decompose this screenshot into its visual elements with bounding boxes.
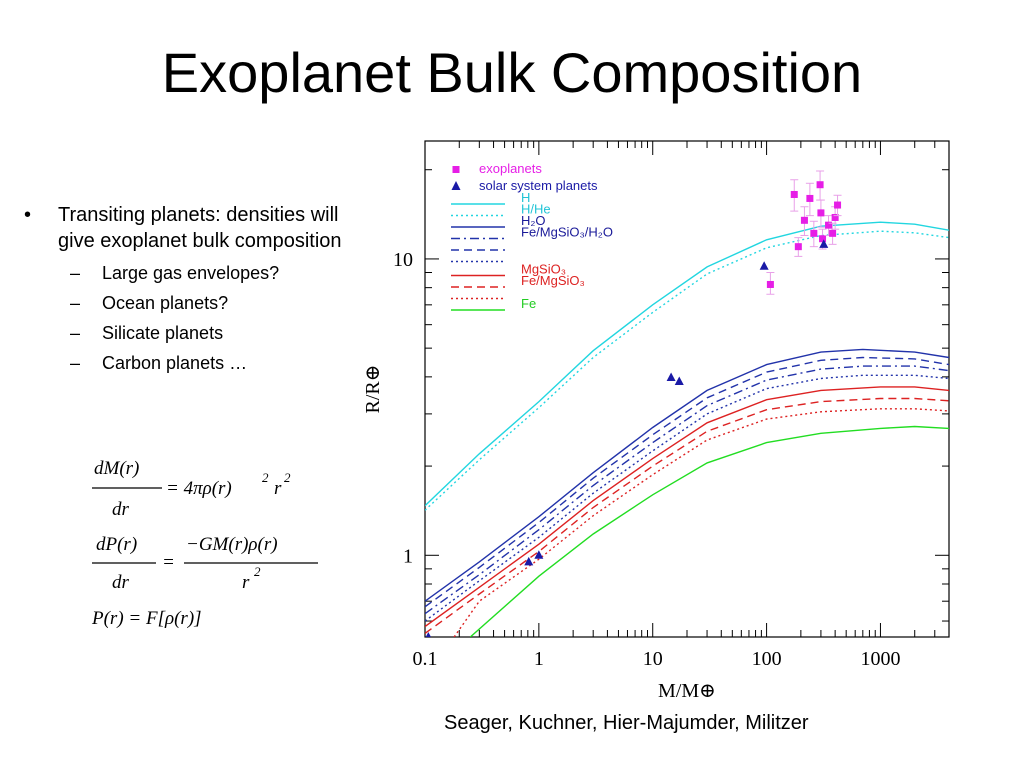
eq1-r: r (274, 478, 282, 499)
exoplanet-point (829, 229, 837, 237)
bullet-item: • Transiting planets: densities will giv… (24, 202, 344, 254)
sub-bullet-text: Ocean planets? (102, 293, 229, 313)
exoplanet-point (825, 221, 833, 229)
legend-label-exoplanets: exoplanets (479, 161, 542, 176)
exoplanet-point (819, 235, 827, 243)
solar-system-planet-point (819, 239, 829, 248)
x-tick-label: 0.1 (413, 648, 438, 670)
bullet-text: Transiting planets: densities will give … (58, 204, 342, 252)
y-tick-label: 10 (393, 249, 413, 271)
exoplanet-point (806, 194, 814, 202)
series-line-2 (425, 230, 949, 511)
solar-system-planet-point (759, 261, 769, 270)
exoplanet-point (810, 229, 818, 237)
eq1-denominator: dr (112, 499, 130, 520)
x-tick-label: 100 (752, 648, 782, 670)
y-tick-label: 1 (403, 545, 413, 567)
eq1-numerator: dM(r) (94, 458, 139, 479)
eq2-rhs-exponent: 2 (254, 564, 261, 579)
bullet-list: • Transiting planets: densities will giv… (24, 202, 344, 378)
sub-bullet-item: – Large gas envelopes? (24, 258, 344, 288)
legend-label-1: H (521, 190, 530, 205)
sub-bullet-text: Carbon planets … (102, 353, 248, 373)
dash-icon: – (70, 353, 81, 373)
eq2-numerator: dP(r) (96, 534, 137, 555)
legend-label-2: H/He (521, 202, 551, 217)
x-tick-label: 1 (534, 648, 544, 670)
sub-bullet-text: Silicate planets (102, 323, 224, 343)
legend-label-3: H₂O (521, 213, 546, 228)
series-line-5 (425, 365, 949, 615)
series-line-9 (453, 408, 949, 637)
solar-system-planet-point (534, 550, 544, 559)
x-tick-label: 10 (643, 648, 663, 670)
sub-bullet-item: – Carbon planets … (24, 348, 344, 378)
eq1-rhs: = 4πρ(r) (166, 478, 232, 499)
exoplanet-point (817, 209, 825, 217)
solar-system-planet-point (674, 376, 684, 385)
slide-title: Exoplanet Bulk Composition (161, 41, 863, 104)
eq1-exponent-r: 2 (284, 470, 291, 485)
citation: Seager, Kuchner, Hier-Majumder, Militzer (444, 712, 809, 734)
exoplanet-point (794, 243, 802, 251)
series-line-1 (425, 221, 949, 507)
series-line-10 (469, 425, 949, 637)
series-line-7 (425, 386, 949, 628)
exoplanet-point (766, 280, 774, 288)
dash-icon: – (70, 323, 81, 343)
series-line-4 (425, 356, 949, 608)
sub-bullet-item: – Silicate planets (24, 318, 344, 348)
legend-marker-triangle (451, 181, 461, 190)
solar-system-planet-point (425, 632, 431, 637)
legend-label-7: MgSiO₃ (521, 262, 566, 277)
legend-label-8: Fe/MgSiO₃ (521, 273, 585, 288)
legend-label-10: Fe (521, 296, 536, 311)
eq2-denominator: dr (112, 572, 130, 593)
exoplanet-point (790, 190, 798, 198)
eq2-equals: = (162, 552, 175, 573)
eq2-rhs-denominator: r (242, 572, 250, 593)
legend-marker-square (452, 166, 460, 173)
dash-icon: – (70, 263, 81, 283)
series-line-3 (425, 348, 949, 602)
exoplanet-point (800, 216, 808, 224)
sub-bullet-list: – Large gas envelopes? – Ocean planets? … (24, 258, 344, 378)
series-line-6 (425, 374, 949, 622)
series-line-8 (425, 397, 949, 634)
eq3: P(r) = F[ρ(r)] (91, 608, 202, 629)
y-axis-label: R/R⊕ (362, 365, 384, 414)
eq1-exponent: 2 (262, 470, 269, 485)
eq2-rhs-numerator: −GM(r)ρ(r) (186, 534, 278, 555)
exoplanet-point (816, 181, 824, 189)
chart-svg: 0.1 1 10 100 1000 1 10 M/M⊕ R/R⊕ exoplanets solar … (362, 140, 950, 702)
exoplanet-point (834, 201, 842, 209)
sub-bullet-item: – Ocean planets? (24, 288, 344, 318)
x-axis-label: M/M⊕ (658, 680, 716, 702)
bullet-dot-icon: • (24, 204, 32, 226)
mass-radius-chart: 0.1 1 10 100 1000 1 10 M/M⊕ R/R⊕ exoplanets solar … (355, 133, 955, 705)
plot-frame (424, 140, 950, 638)
structure-equations: dM(r) dr = 4πρ(r) 2 r 2 dP(r) dr = −GM(r… (91, 458, 318, 629)
dash-icon: – (70, 293, 81, 313)
exoplanet-point (831, 213, 839, 221)
solar-system-planet-point (666, 372, 676, 382)
sub-bullet-text: Large gas envelopes? (102, 263, 280, 283)
x-tick-label: 1000 (860, 648, 900, 670)
solar-system-planet-point (524, 556, 534, 566)
legend-label-4: Fe/MgSiO₃/H₂O (521, 225, 613, 240)
legend-label-solar-system: solar system planets (479, 178, 598, 193)
